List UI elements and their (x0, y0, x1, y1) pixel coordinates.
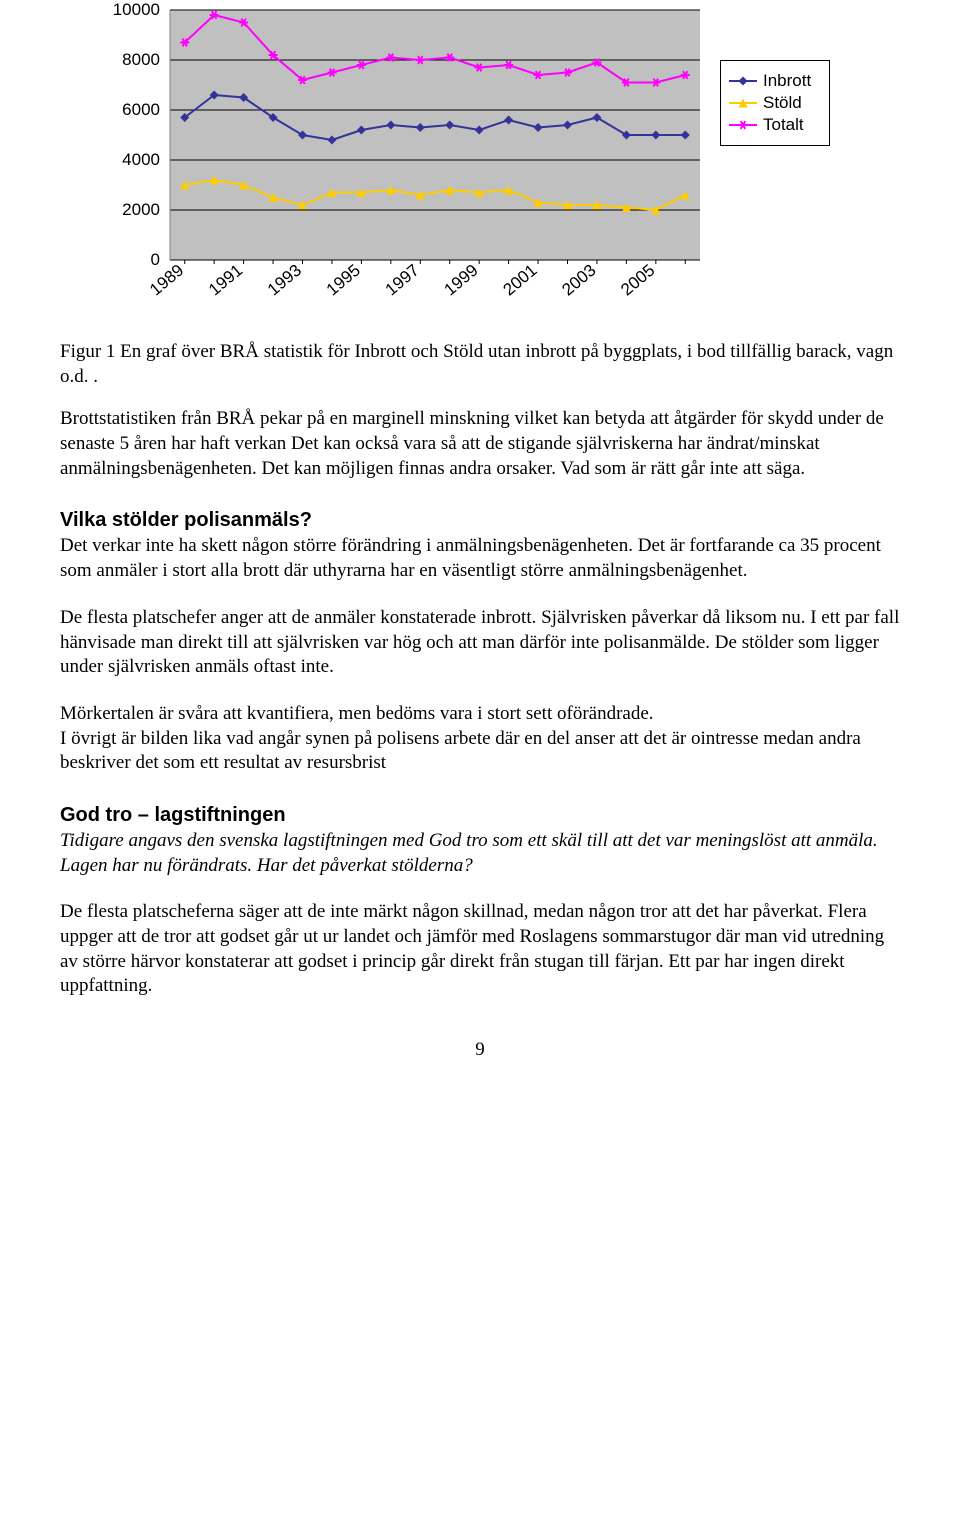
svg-text:10000: 10000 (113, 0, 160, 19)
svg-text:2003: 2003 (558, 261, 599, 300)
svg-text:1991: 1991 (205, 261, 246, 300)
svg-text:2005: 2005 (617, 261, 658, 300)
svg-text:2000: 2000 (122, 200, 160, 219)
legend-item: Inbrott (729, 71, 811, 91)
legend: InbrottStöldTotalt (720, 60, 830, 146)
legend-item: Totalt (729, 115, 811, 135)
svg-text:4000: 4000 (122, 150, 160, 169)
heading-god-tro: God tro – lagstiftningen (60, 804, 900, 827)
paragraph-6: De flesta platscheferna säger att de int… (60, 900, 900, 999)
chart-container: 0200040006000800010000198919911993199519… (60, 0, 900, 320)
svg-text:8000: 8000 (122, 50, 160, 69)
legend-label: Totalt (763, 115, 804, 135)
svg-text:1993: 1993 (264, 261, 305, 300)
paragraph-5: Tidigare angavs den svenska lagstiftning… (60, 829, 900, 878)
svg-text:1999: 1999 (441, 261, 482, 300)
paragraph-3: De flesta platschefer anger att de anmäl… (60, 606, 900, 680)
svg-text:1997: 1997 (382, 261, 423, 300)
paragraph-2: Det verkar inte ha skett någon större fö… (60, 534, 900, 583)
line-chart: 0200040006000800010000198919911993199519… (100, 0, 710, 320)
page-number: 9 (60, 1039, 900, 1061)
heading-polisanmals: Vilka stölder polisanmäls? (60, 509, 900, 532)
svg-text:1995: 1995 (323, 261, 364, 300)
paragraph-4: Mörkertalen är svåra att kvantifiera, me… (60, 702, 900, 776)
paragraph-1: Brottstatistiken från BRÅ pekar på en ma… (60, 407, 900, 481)
legend-item: Stöld (729, 93, 811, 113)
svg-text:0: 0 (151, 250, 160, 269)
svg-text:6000: 6000 (122, 100, 160, 119)
svg-text:2001: 2001 (499, 261, 540, 300)
legend-label: Inbrott (763, 71, 811, 91)
legend-label: Stöld (763, 93, 802, 113)
chart-caption: Figur 1 En graf över BRÅ statistik för I… (60, 340, 900, 389)
